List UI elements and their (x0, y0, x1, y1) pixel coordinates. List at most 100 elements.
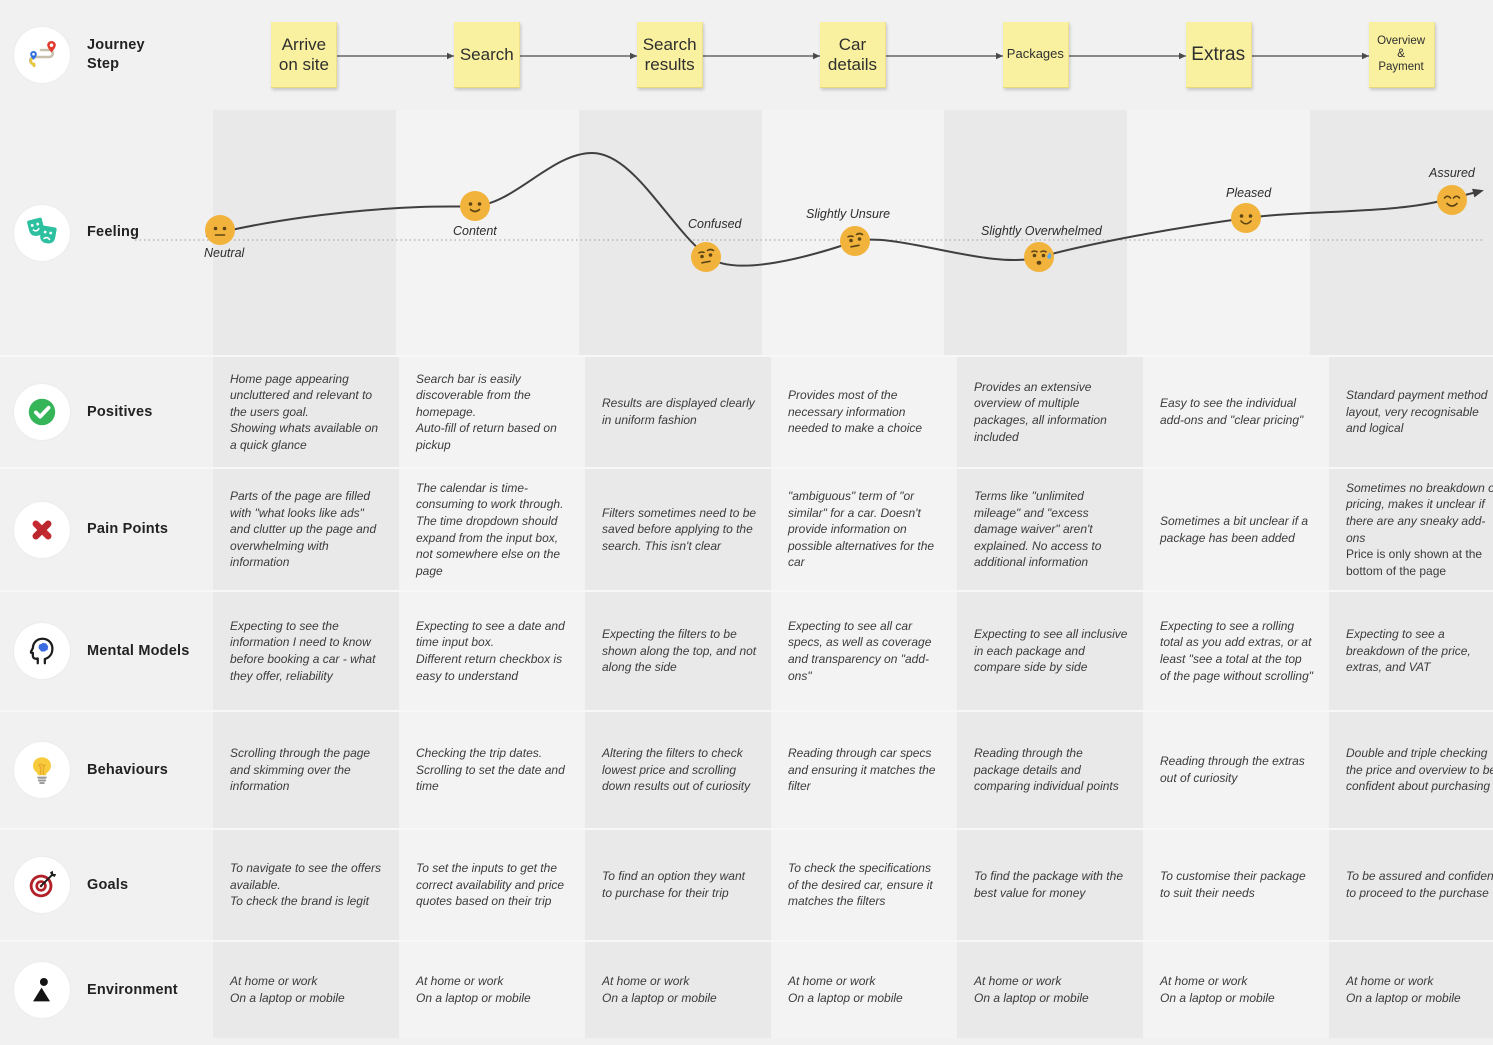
behaviours-text: Checking the trip dates. Scrolling to se… (416, 746, 565, 794)
pain-points-text: Filters sometimes need to be saved befor… (602, 505, 757, 553)
mental-models-cell: Expecting to see a rolling total as you … (1143, 592, 1329, 710)
pain-points-text: Sometimes no breakdown of pricing, makes… (1346, 480, 1493, 545)
mental-models-text: Expecting to see a breakdown of the pric… (1346, 627, 1471, 675)
journey-step-note: Packages (1002, 22, 1069, 88)
environment-text: At home or work On a laptop or mobile (230, 974, 345, 1005)
mental-models-text: Expecting to see the information I need … (230, 618, 376, 683)
pain-points-text: The calendar is time-consuming to work t… (416, 480, 564, 578)
behaviours-text: Altering the filters to check lowest pri… (602, 746, 751, 794)
goals-row: Goals To navigate to see the offers avai… (0, 828, 1493, 940)
mental-models-cell: Expecting to see the information I need … (213, 592, 399, 710)
goals-rowhead: Goals (0, 830, 213, 940)
feeling-cell (578, 110, 762, 355)
lightbulb-icon (14, 742, 70, 798)
mental-models-text: Expecting to see all car specs, as well … (788, 618, 932, 683)
pain-points-cell: Terms like "unlimited mileage" and "exce… (957, 469, 1143, 590)
positives-cell: Standard payment method layout, very rec… (1329, 357, 1493, 467)
mental-models-cell: Expecting to see all car specs, as well … (771, 592, 957, 710)
positives-text: Home page appearing uncluttered and rele… (230, 371, 379, 452)
positives-cells: Home page appearing uncluttered and rele… (213, 357, 1493, 467)
positives-row-label: Positives (87, 403, 153, 420)
environment-text: At home or work On a laptop or mobile (1160, 974, 1275, 1005)
positives-cell: Easy to see the individual add-ons and "… (1143, 357, 1329, 467)
journey-step-row-label: Journey Step (87, 37, 145, 72)
theater-masks-icon (14, 204, 70, 261)
goals-text: To check the specifications of the desir… (788, 861, 933, 909)
goals-cell: To check the specifications of the desir… (771, 830, 957, 940)
positives-cell: Provides an extensive overview of multip… (957, 357, 1143, 467)
positives-cell: Home page appearing uncluttered and rele… (213, 357, 399, 467)
behaviours-cell: Scrolling through the page and skimming … (213, 712, 399, 828)
behaviours-cell: Altering the filters to check lowest pri… (585, 712, 771, 828)
pain-points-cell: Sometimes no breakdown of pricing, makes… (1329, 469, 1493, 590)
journey-step-cell: Car details (762, 0, 945, 110)
pain-points-cell: "ambiguous" term of "or similar" for a c… (771, 469, 957, 590)
behaviours-cell: Reading through car specs and ensuring i… (771, 712, 957, 828)
goals-text: To find an option they want to purchase … (602, 869, 745, 900)
journey-step-note: Car details (819, 22, 886, 88)
journey-step-note: Search results (637, 22, 704, 88)
goals-cell: To customise their package to suit their… (1143, 830, 1329, 940)
mental-models-text: Expecting to see a date and time input b… (416, 618, 565, 683)
environment-cell: At home or work On a laptop or mobile (1143, 942, 1329, 1038)
behaviours-text: Scrolling through the page and skimming … (230, 746, 371, 794)
positives-text: Easy to see the individual add-ons and "… (1160, 396, 1304, 427)
feeling-cell (761, 110, 945, 355)
behaviours-cell: Checking the trip dates. Scrolling to se… (399, 712, 585, 828)
behaviours-row-label: Behaviours (87, 761, 168, 778)
feeling-rowhead: Feeling (0, 110, 213, 355)
feeling-row-label: Feeling (87, 224, 140, 241)
environment-text: At home or work On a laptop or mobile (416, 974, 531, 1005)
behaviours-cell: Double and triple checking the price and… (1329, 712, 1493, 828)
behaviours-cells: Scrolling through the page and skimming … (213, 712, 1493, 828)
feeling-cell (944, 110, 1128, 355)
goals-text: To navigate to see the offers available.… (230, 861, 381, 909)
positives-text: Provides most of the necessary informati… (788, 388, 923, 436)
journey-step-cell: Search (396, 0, 579, 110)
environment-text: At home or work On a laptop or mobile (1346, 974, 1461, 1005)
positives-cell: Search bar is easily discoverable from t… (399, 357, 585, 467)
pain-points-cell: Filters sometimes need to be saved befor… (585, 469, 771, 590)
mental-models-cells: Expecting to see the information I need … (213, 592, 1493, 710)
mental-models-row: Mental Models Expecting to see the infor… (0, 590, 1493, 710)
feeling-cell (213, 110, 396, 355)
journey-step-cell: Arrive on site (213, 0, 396, 110)
positives-text: Search bar is easily discoverable from t… (416, 371, 557, 452)
pain-points-row: Pain Points Parts of the page are filled… (0, 467, 1493, 590)
journey-step-row: Journey Step Arrive on site Search Search … (0, 0, 1493, 110)
environment-cell: At home or work On a laptop or mobile (1329, 942, 1493, 1038)
pain-points-text: "ambiguous" term of "or similar" for a c… (788, 489, 935, 570)
pain-points-text-suffix: Price is only shown at the bottom of the… (1346, 547, 1483, 578)
feeling-cells (213, 110, 1493, 355)
mental-models-text: Expecting the filters to be shown along … (602, 627, 757, 675)
environment-cell: At home or work On a laptop or mobile (585, 942, 771, 1038)
environment-rowhead: Environment (0, 942, 213, 1038)
pain-points-cell: Sometimes a bit unclear if a package has… (1143, 469, 1329, 590)
environment-cell: At home or work On a laptop or mobile (213, 942, 399, 1038)
check-circle-icon (14, 384, 70, 440)
goals-row-label: Goals (87, 876, 129, 893)
mental-models-row-label: Mental Models (87, 642, 190, 659)
behaviours-cell: Reading through the package details and … (957, 712, 1143, 828)
journey-step-note: Overview & Payment (1368, 22, 1435, 88)
pain-points-cells: Parts of the page are filled with "what … (213, 469, 1493, 590)
route-map-icon (14, 27, 70, 83)
goals-text: To customise their package to suit their… (1160, 869, 1306, 900)
journey-step-cell: Search results (579, 0, 762, 110)
goals-cell: To find an option they want to purchase … (585, 830, 771, 940)
mental-models-text: Expecting to see all inclusive in each p… (974, 627, 1128, 675)
behaviours-cell: Reading through the extras out of curios… (1143, 712, 1329, 828)
behaviours-text: Reading through the package details and … (974, 746, 1119, 794)
pain-points-text: Sometimes a bit unclear if a package has… (1160, 513, 1309, 545)
mental-models-text: Expecting to see a rolling total as you … (1160, 618, 1314, 683)
target-icon (14, 857, 70, 913)
journey-step-cells: Arrive on site Search Search results Car de… (213, 0, 1493, 110)
mental-models-cell: Expecting to see a breakdown of the pric… (1329, 592, 1493, 710)
pain-points-text: Parts of the page are filled with "what … (230, 489, 377, 570)
pain-points-row-label: Pain Points (87, 521, 169, 538)
pain-points-text: Terms like "unlimited mileage" and "exce… (974, 489, 1102, 570)
goals-cell: To set the inputs to get the correct ava… (399, 830, 585, 940)
environment-row: Environment At home or work On a laptop … (0, 940, 1493, 1038)
positives-rowhead: Positives (0, 357, 213, 467)
